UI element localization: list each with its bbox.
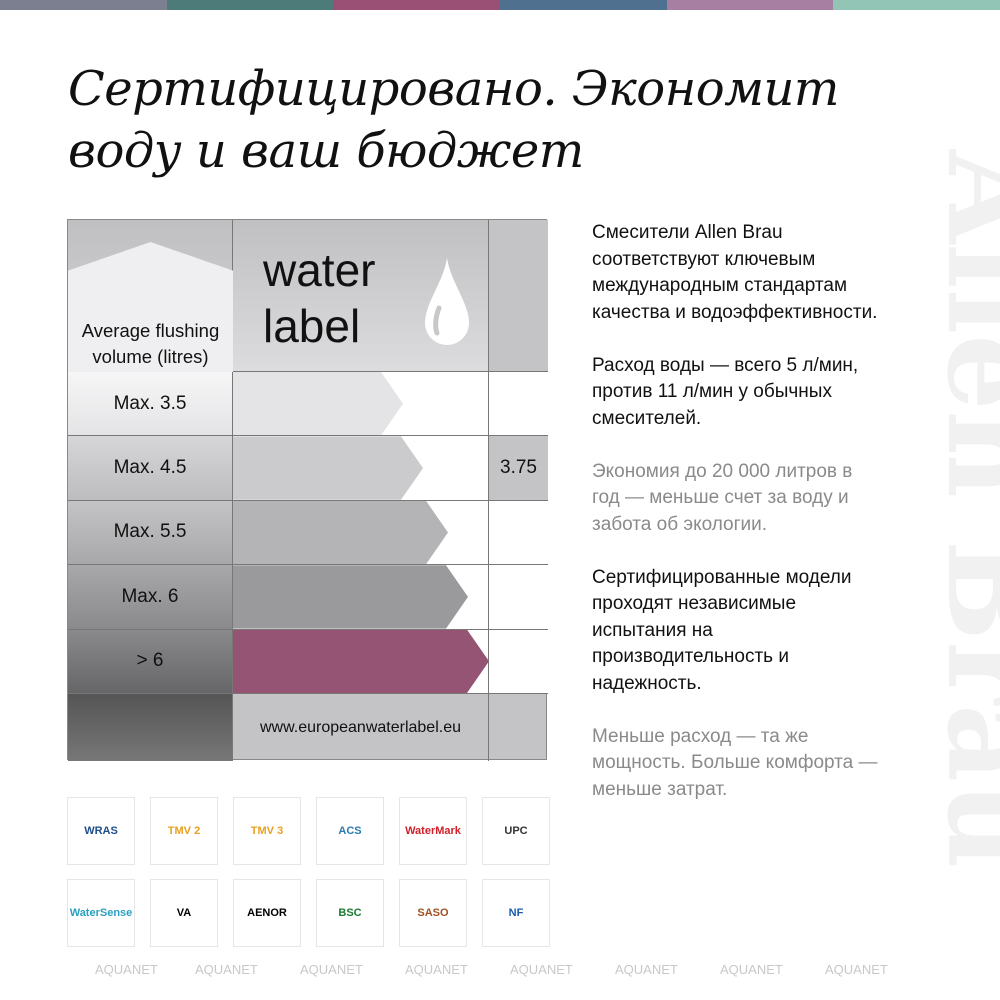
logo-text-label: label [263,300,361,352]
color-segment [0,0,167,10]
class-cell: Max. 6 [68,565,233,630]
certification-name: WRAS [84,825,118,837]
paragraph-testing: Сертифицированные модели проходят незави… [592,566,852,694]
page-title: Сертифицировано. Экономит воду и ваш бюд… [68,61,839,179]
rating-cell [489,500,548,566]
class-label: > 6 [136,650,164,672]
class-arrow-cell [233,629,489,694]
header-right [489,220,548,372]
logo-cell: water label [233,220,489,372]
certification-name: BSC [338,907,362,919]
color-segment [666,0,834,10]
aquanet-watermark: AQUANET [300,962,363,977]
class-arrow-cell [233,436,489,501]
class-arrow [233,372,403,435]
aquanet-watermark: AQUANET [615,962,678,977]
color-segment [833,0,1000,10]
rating-cell: 3.75 [489,436,548,501]
certification-name: TMV 2 [167,825,201,837]
certification-name: ACS [338,825,362,837]
header-text: Average flushing volume (litres) [68,242,233,372]
class-label: Max. 4.5 [113,457,187,479]
brand-watermark: Allen Brau [920,150,1000,870]
class-arrow-cell [233,500,489,566]
class-arrow [233,501,448,564]
class-arrow [233,565,468,628]
class-cell: Max. 3.5 [68,372,233,437]
certification-logo: SASO [399,879,467,947]
footer-left [68,694,233,761]
class-label: Max. 3.5 [113,392,187,414]
certification-logo: TMV 2 [150,797,218,865]
certification-name: WaterSense [69,907,133,919]
certification-name: SASO [417,907,449,919]
class-cell: Max. 5.5 [68,500,233,566]
certification-logo: WaterMark [399,797,467,865]
certification-name: TMV 3 [250,825,284,837]
paragraph-standards: Смесители Allen Brau соответствуют ключе… [592,222,878,323]
certification-logo: VA [150,879,218,947]
aquanet-watermark: AQUANET [510,962,573,977]
class-label: Max. 6 [121,585,179,607]
paragraph-summary: Меньше расход — та же мощность. Больше к… [592,725,878,800]
class-label: Max. 5.5 [113,521,187,543]
certification-name: WaterMark [405,825,461,837]
class-cell: Max. 4.5 [68,436,233,501]
class-arrow [233,436,423,499]
certification-name: NF [508,907,524,919]
aquanet-watermark: AQUANET [405,962,468,977]
header-left: Average flushing volume (litres) [68,220,233,372]
description: Смесители Allen Brau соответствуют ключе… [592,220,882,830]
certification-logo: UPC [482,797,550,865]
aquanet-watermark: AQUANET [195,962,258,977]
class-cell: > 6 [68,629,233,694]
rating-cell [489,565,548,630]
certification-logo: ACS [316,797,384,865]
class-arrow-cell [233,372,489,437]
water-drop-icon [425,258,469,345]
color-segment [333,0,501,10]
color-segment [500,0,667,10]
class-arrow-cell [233,565,489,630]
certification-logos: WRAS TMV 2 TMV 3 ACS WaterMark UPC WaterSense V… [67,797,550,947]
rating-cell [489,372,548,437]
rating-cell [489,629,548,694]
certification-logo: AENOR [233,879,301,947]
certification-logo: BSC [316,879,384,947]
paragraph-consumption: Расход воды — всего 5 л/мин, против 11 л… [592,354,859,429]
certification-name: AENOR [247,907,287,919]
certification-logo: WRAS [67,797,135,865]
aquanet-watermark: AQUANET [825,962,888,977]
certification-name: VA [176,907,192,919]
certification-logo: TMV 3 [233,797,301,865]
certification-logo: WaterSense [67,879,135,947]
label-url: www.europeanwaterlabel.eu [233,694,489,761]
aquanet-watermark: AQUANET [95,962,158,977]
aquanet-watermark: AQUANET [720,962,783,977]
rating-value: 3.75 [500,457,537,479]
top-color-bar [0,0,1000,10]
certification-name: UPC [504,825,528,837]
water-label: Average flushing volume (litres) water l… [67,219,548,761]
color-segment [166,0,334,10]
logo-text-water: water [263,244,376,296]
certification-logo: NF [482,879,550,947]
paragraph-savings: Экономия до 20 000 литров в год — меньше… [592,460,853,535]
class-arrow [233,630,489,693]
